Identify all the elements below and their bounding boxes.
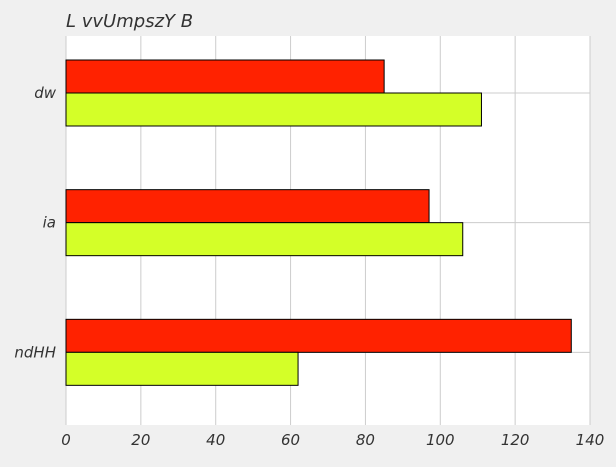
y-tick-label-ia: ia bbox=[43, 214, 56, 232]
y-tick-label-dw: dw bbox=[34, 84, 57, 102]
x-tick-label-100: 100 bbox=[426, 431, 455, 449]
x-tick-label-20: 20 bbox=[131, 431, 150, 449]
x-tick-label-60: 60 bbox=[281, 431, 300, 449]
x-tick-label-0: 0 bbox=[61, 431, 71, 449]
x-tick-label-140: 140 bbox=[576, 431, 605, 449]
bars bbox=[65, 59, 572, 386]
bar-ia-series-2 bbox=[65, 222, 464, 257]
y-axis-tick-labels: dw ia ndHH bbox=[14, 84, 56, 361]
y-tick-label-ndHH: ndHH bbox=[14, 343, 56, 361]
bar-ndHH-series-2 bbox=[65, 351, 299, 386]
x-tick-label-120: 120 bbox=[501, 431, 530, 449]
bar-dw-series-2 bbox=[65, 92, 482, 127]
bar-ndHH-series-1 bbox=[65, 318, 572, 353]
bar-dw-series-1 bbox=[65, 59, 385, 94]
bar-ia-series-1 bbox=[65, 189, 430, 224]
x-tick-label-80: 80 bbox=[356, 431, 375, 449]
x-tick-label-40: 40 bbox=[206, 431, 225, 449]
x-axis-tick-labels: 0 20 40 60 80 100 120 140 bbox=[61, 431, 604, 449]
chart-title: L vvUmpszY B bbox=[66, 11, 193, 32]
